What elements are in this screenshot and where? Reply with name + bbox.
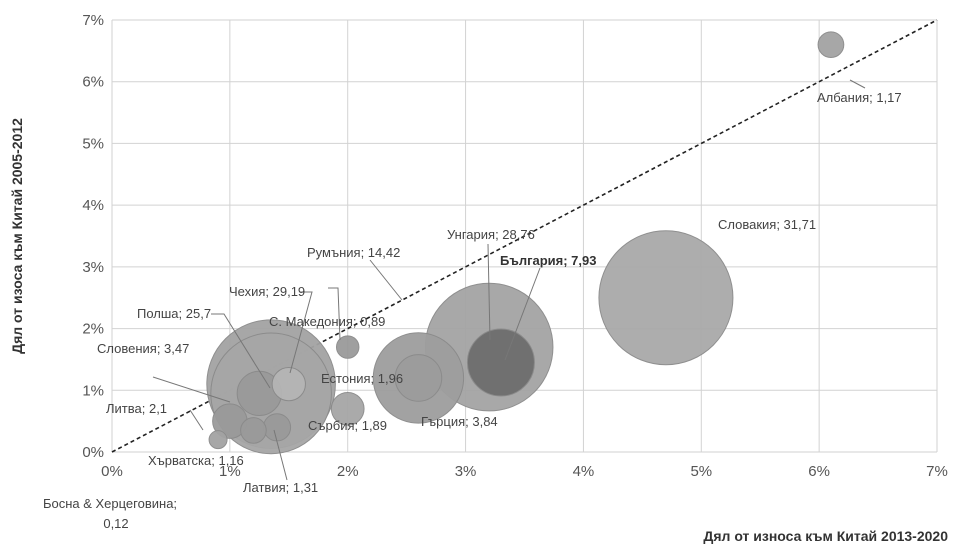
bubble <box>335 335 360 359</box>
y-tick-label: 5% <box>82 135 104 152</box>
x-tick-label: 1% <box>219 463 241 480</box>
bubble-label: Хърватска; 1,16 <box>148 453 244 468</box>
leader-line <box>487 243 491 341</box>
bubble <box>817 31 845 59</box>
x-axis-title: Дял от износа към Китай 2013-2020 <box>703 528 948 544</box>
y-tick-label: 7% <box>82 12 104 29</box>
bubble-label: Литва; 2,1 <box>106 401 167 416</box>
y-axis-title: Дял от изоса към Китай 2005-2012 <box>9 118 25 354</box>
leader-line <box>273 429 288 481</box>
bubble-label: Естония; 1,96 <box>321 371 403 386</box>
bubble-label: Чехия; 29,19 <box>229 284 305 299</box>
bubble-label: Унгария; 28,76 <box>447 227 535 242</box>
ticks-layer: 0% 1% 2% 3% 4% 5% 6% 7% 0% 1% 2% 3% 4% 5% 6% 7% <box>82 12 948 480</box>
y-tick-label: 4% <box>82 197 104 214</box>
y-tick-label: 6% <box>82 74 104 91</box>
leader-line <box>504 267 541 361</box>
y-tick-label: 0% <box>82 444 104 461</box>
bubble-label: Словения; 3,47 <box>97 341 189 356</box>
bubble-label: С. Македония; 0,89 <box>269 314 385 329</box>
bubble-label: Полша; 25,7 <box>137 306 211 321</box>
leader-line <box>189 409 204 431</box>
leader-line <box>849 79 866 89</box>
bubble <box>262 413 292 442</box>
x-tick-label: 5% <box>690 463 712 480</box>
leader-line <box>328 287 341 341</box>
bubble <box>394 354 443 402</box>
bubble <box>208 430 228 450</box>
bubble-label: Албания; 1,17 <box>817 90 902 105</box>
x-tick-label: 2% <box>337 463 359 480</box>
bubble-labels: Словакия; 31,71 Полша; 25,7 Сърбия; 1,89 Ун… <box>43 90 902 531</box>
x-tick-label: 0% <box>101 463 123 480</box>
leader-line <box>369 259 403 301</box>
bubble-label: Латвия; 1,31 <box>243 480 318 495</box>
bubble <box>240 417 267 444</box>
bubble-label: Гърция; 3,84 <box>421 414 498 429</box>
y-tick-label: 1% <box>82 382 104 399</box>
bubble-label: 0,12 <box>103 516 128 531</box>
bubble <box>330 391 365 426</box>
leader-lines <box>152 79 866 481</box>
y-tick-label: 3% <box>82 259 104 276</box>
bubble <box>598 230 734 366</box>
leader-line <box>211 313 271 389</box>
x-tick-label: 7% <box>926 463 948 480</box>
bubble-label: Босна & Херцеговина; <box>43 496 177 511</box>
x-tick-label: 3% <box>455 463 477 480</box>
y-tick-label: 2% <box>82 321 104 338</box>
bubble-label: Словакия; 31,71 <box>718 217 816 232</box>
bubble <box>466 328 535 397</box>
leader-line <box>289 291 313 374</box>
x-tick-label: 4% <box>573 463 595 480</box>
x-tick-label: 6% <box>808 463 830 480</box>
bubble-label: Румъния; 14,42 <box>307 245 400 260</box>
bubble-label: Сърбия; 1,89 <box>308 418 387 433</box>
bubble-label: България; 7,93 <box>500 253 596 268</box>
bubble-layer <box>206 31 845 455</box>
leader-line <box>152 376 231 403</box>
bubble <box>271 366 306 402</box>
